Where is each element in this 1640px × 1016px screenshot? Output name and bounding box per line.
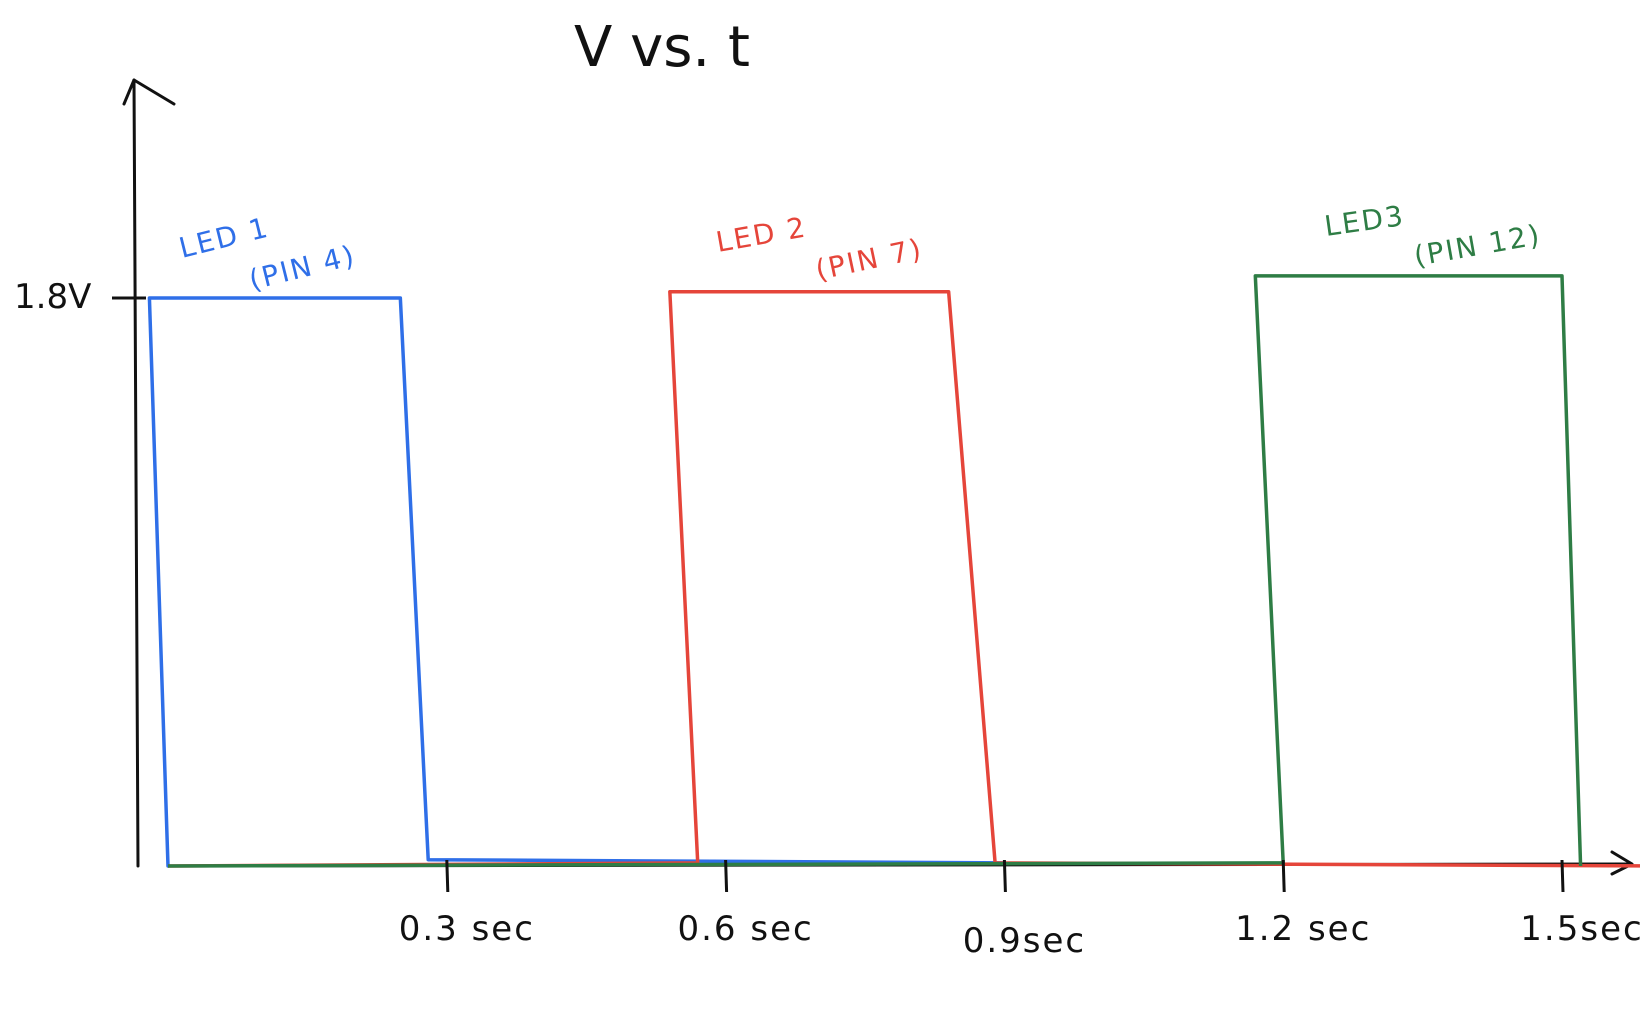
annotation-led3: LED3 (PIN 12) (1322, 199, 1543, 273)
y-axis-line (132, 78, 140, 868)
x-tick-label-0.3-sec: 0.3 sec (399, 909, 535, 949)
x-tick-mark-1.5sec (1560, 859, 1565, 893)
annotation-led2: LED 2 (PIN 7) (713, 210, 925, 286)
ticks-layer: 0.3 sec 0.6 sec 0.9sec 1.2 sec 1.5sec (399, 859, 1640, 961)
x-tick-mark-0.9sec (1002, 859, 1007, 893)
x-tick-label-0.6-sec: 0.6 sec (677, 909, 813, 949)
x-tick-label-0.9sec: 0.9sec (963, 921, 1086, 961)
annotation-led1: LED 1 (PIN 4) (176, 211, 359, 297)
y-axis-arrowhead (122, 78, 176, 106)
annotation-led1-line2: (PIN 4) (246, 238, 359, 296)
x-tick-label-1.5sec: 1.5sec (1520, 909, 1640, 949)
annotation-led3-line2: (PIN 12) (1411, 218, 1543, 273)
annotation-led2-line2: (PIN 7) (813, 232, 926, 287)
annotation-led1-line1: LED 1 (176, 211, 273, 265)
x-tick-mark-0.3-sec (445, 859, 450, 893)
x-axis-arrowhead (1610, 850, 1634, 876)
x-tick-label-1.2-sec: 1.2 sec (1235, 909, 1371, 949)
series-layer (147, 274, 1640, 868)
chart-title: V vs. t (574, 15, 750, 80)
y-tick-label-1.8: 1.8V (14, 277, 91, 317)
annotation-led2-line1: LED 2 (713, 210, 809, 258)
x-tick-mark-1.2-sec (1281, 859, 1286, 893)
series-line-led3 (167, 274, 1583, 868)
series-line-led2 (167, 289, 1640, 868)
x-tick-mark-0.6-sec (724, 859, 729, 893)
annotation-led3-line1: LED3 (1322, 199, 1406, 243)
series-line-led1 (147, 296, 1005, 868)
